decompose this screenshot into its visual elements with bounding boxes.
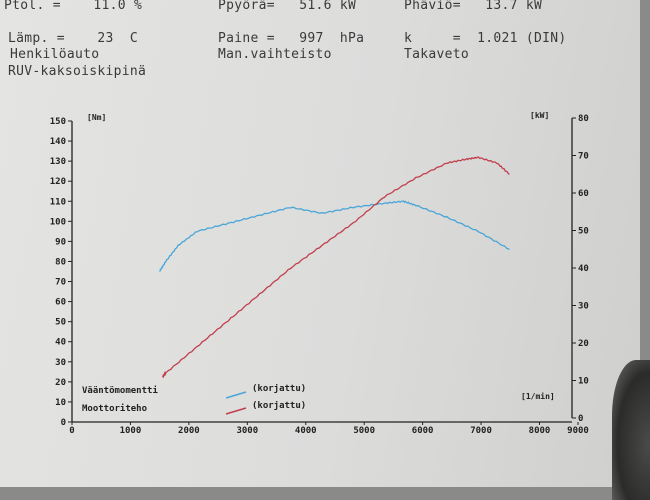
header-vehicle-type: Henkilöauto bbox=[10, 47, 100, 62]
header-ppyora: Ppyörä= 51.6 kW bbox=[218, 0, 357, 13]
header-gearbox: Man.vaihteisto bbox=[218, 47, 332, 62]
legend-label-torque: Vääntömomentti bbox=[82, 385, 158, 396]
left-tick-label: 20 bbox=[55, 378, 66, 388]
x-tick-label: 8000 bbox=[529, 426, 551, 436]
left-tick-label: 50 bbox=[55, 318, 66, 328]
header-ignition: RUV-kaksoiskipinä bbox=[8, 64, 147, 79]
legend-swatch-power bbox=[225, 407, 247, 415]
x-tick-label: 7000 bbox=[470, 426, 492, 436]
left-tick-label: 80 bbox=[55, 257, 66, 267]
left-axis-unit: [Nm] bbox=[87, 113, 106, 122]
left-tick-label: 120 bbox=[50, 177, 66, 187]
left-tick-label: 60 bbox=[55, 298, 66, 308]
left-tick-label: 0 bbox=[61, 418, 66, 428]
right-tick-label: 40 bbox=[578, 264, 589, 274]
torque-series-line bbox=[159, 200, 510, 273]
header-lamp: Lämp. = 23 C bbox=[8, 31, 139, 46]
right-axis-unit: [kW] bbox=[530, 111, 549, 120]
left-tick-label: 40 bbox=[55, 338, 66, 348]
left-tick-label: 140 bbox=[50, 137, 66, 147]
left-tick-label: 10 bbox=[55, 398, 66, 408]
x-tick-label: 6000 bbox=[412, 426, 434, 436]
left-tick-label: 100 bbox=[50, 217, 66, 227]
legend-tag-power: (korjattu) bbox=[252, 400, 306, 411]
x-tick-label: 5000 bbox=[353, 426, 375, 436]
right-tick-label: 0 bbox=[578, 414, 583, 424]
legend-tag-torque: (korjattu) bbox=[252, 383, 306, 394]
legend-label-power: Moottoriteho bbox=[82, 403, 147, 414]
left-tick-label: 150 bbox=[50, 117, 66, 127]
x-tick-label: 1000 bbox=[120, 426, 142, 436]
right-tick-label: 60 bbox=[578, 189, 589, 199]
header-ptol: Ptol. = 11.0 % bbox=[4, 0, 143, 13]
left-tick-label: 30 bbox=[55, 358, 66, 368]
printout-sheet bbox=[0, 0, 640, 487]
right-tick-label: 80 bbox=[578, 114, 589, 124]
power-series-line bbox=[161, 156, 510, 379]
header-phavio: Phäviö= 13.7 kW bbox=[404, 0, 543, 13]
dyno-chart: 0 1000 2000 3000 4000 5000 6000 7000 8000 9000010… bbox=[50, 111, 589, 436]
x-tick-label: 4000 bbox=[295, 426, 317, 436]
x-axis-unit: [1/min] bbox=[521, 391, 555, 401]
legend-swatch-torque bbox=[225, 391, 247, 399]
x-tick-label: 3000 bbox=[236, 426, 258, 436]
x-tick-label: 0 bbox=[69, 426, 74, 436]
right-tick-label: 10 bbox=[578, 377, 589, 387]
header-drive: Takaveto bbox=[404, 47, 470, 62]
background-object bbox=[612, 360, 650, 500]
right-tick-label: 20 bbox=[578, 339, 589, 349]
x-tick-label: 9000 bbox=[567, 426, 589, 436]
x-tick-label: 2000 bbox=[178, 426, 200, 436]
legend: Vääntömomentti (korjattu) Moottoriteho (… bbox=[82, 383, 306, 415]
header-paine: Paine = 997 hPa bbox=[218, 31, 365, 46]
right-tick-label: 50 bbox=[578, 227, 589, 237]
left-tick-label: 90 bbox=[55, 237, 66, 247]
left-tick-label: 70 bbox=[55, 278, 66, 288]
header-k: k = 1.021 (DIN) bbox=[404, 31, 567, 46]
right-tick-label: 30 bbox=[578, 302, 589, 312]
left-tick-label: 130 bbox=[50, 157, 66, 167]
right-tick-label: 70 bbox=[578, 152, 589, 162]
left-tick-label: 110 bbox=[50, 197, 66, 207]
